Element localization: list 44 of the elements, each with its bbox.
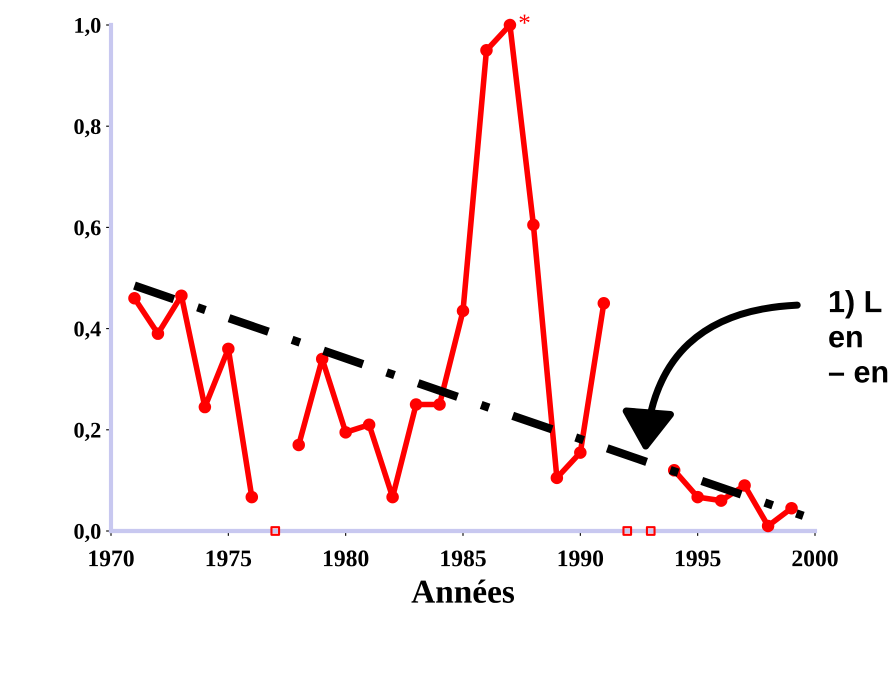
point xyxy=(270,526,280,536)
point xyxy=(785,502,798,514)
y-tick-label: 0,4 xyxy=(74,322,101,340)
point xyxy=(738,479,751,492)
point xyxy=(362,418,376,431)
point xyxy=(714,494,728,507)
point xyxy=(550,472,564,484)
x-tick-label: 1970 xyxy=(89,550,134,566)
point xyxy=(691,490,704,504)
x-tick-label: 1980 xyxy=(324,550,368,566)
point xyxy=(456,304,470,318)
point xyxy=(386,490,399,504)
y-tick-label: 1,0 xyxy=(75,18,100,36)
point xyxy=(527,218,540,232)
y-tick-label: 0,6 xyxy=(74,220,101,239)
point xyxy=(646,526,656,536)
point xyxy=(598,297,610,310)
text: 1) L en – en xyxy=(828,290,888,383)
point xyxy=(222,342,235,356)
point xyxy=(410,398,422,411)
point xyxy=(316,352,328,366)
point xyxy=(292,438,305,452)
y-tick-label: 0,2 xyxy=(74,422,100,441)
point xyxy=(762,520,774,532)
point xyxy=(128,292,141,304)
point xyxy=(504,18,516,32)
point xyxy=(339,426,352,439)
x-tick-label: 1985 xyxy=(441,550,486,566)
x-tick-label: 1975 xyxy=(206,550,252,566)
y-tick-label: 0,0 xyxy=(74,524,100,542)
y-tick-label: 0,8 xyxy=(74,119,101,138)
point xyxy=(198,400,212,414)
annotation: * xyxy=(519,14,530,24)
point xyxy=(622,526,632,536)
point xyxy=(246,490,258,504)
point xyxy=(574,446,587,459)
point xyxy=(433,398,446,411)
point xyxy=(480,44,493,57)
x-tick-label: 1995 xyxy=(676,550,720,566)
x-tick-label: 2000 xyxy=(792,550,838,566)
x-axis-title: Années xyxy=(411,579,514,603)
x-tick-label: 1990 xyxy=(558,550,604,566)
point xyxy=(152,327,164,340)
point xyxy=(175,289,188,302)
